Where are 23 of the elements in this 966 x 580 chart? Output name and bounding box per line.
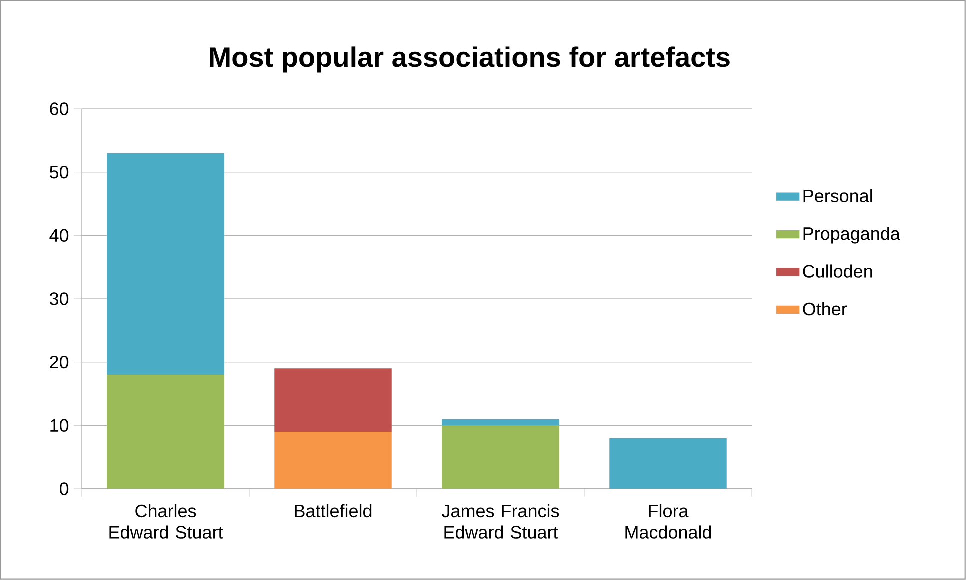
x-tick-label: Flora Macdonald — [626, 504, 712, 539]
legend-label: Other — [803, 302, 848, 316]
x-tick-label: Battlefield — [295, 504, 372, 518]
y-tick-label: 40 — [50, 229, 69, 242]
bar — [107, 153, 224, 375]
bar — [442, 419, 560, 426]
y-tick-label: 0 — [60, 482, 69, 496]
legend-label: Propaganda — [804, 227, 900, 244]
legend-label: Culloden — [803, 264, 872, 278]
legend-label: Personal — [804, 189, 872, 203]
y-tick-label: 30 — [50, 292, 69, 306]
y-tick-label: 20 — [50, 356, 69, 369]
bar — [274, 432, 392, 489]
y-tick-label: 60 — [50, 102, 69, 116]
chart-title: Most popular associations for artefacts — [210, 46, 730, 73]
x-tick-label: Charles Edward Stuart — [110, 504, 224, 539]
bar — [442, 426, 560, 489]
x-tick-label: James Francis Edward Stuart — [442, 504, 560, 539]
y-tick-label: 10 — [50, 419, 69, 432]
bar — [610, 438, 727, 489]
y-tick-label: 50 — [50, 166, 69, 179]
bar — [107, 374, 224, 489]
bar — [274, 368, 392, 432]
